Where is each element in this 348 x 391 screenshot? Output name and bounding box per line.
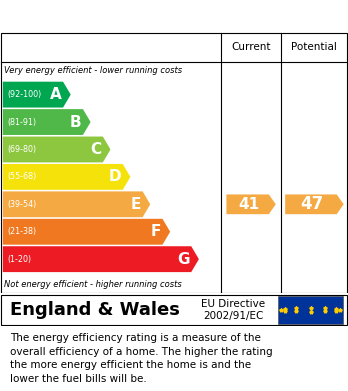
- Bar: [278, 296, 343, 324]
- Text: (55-68): (55-68): [7, 172, 36, 181]
- Text: Current: Current: [231, 42, 271, 52]
- Text: (92-100): (92-100): [7, 90, 41, 99]
- Text: (39-54): (39-54): [7, 200, 36, 209]
- Text: F: F: [150, 224, 161, 239]
- Polygon shape: [3, 246, 199, 272]
- Text: G: G: [177, 252, 189, 267]
- Text: (69-80): (69-80): [7, 145, 36, 154]
- Polygon shape: [3, 136, 111, 162]
- Text: Very energy efficient - lower running costs: Very energy efficient - lower running co…: [4, 66, 182, 75]
- Polygon shape: [3, 219, 170, 245]
- Text: Not energy efficient - higher running costs: Not energy efficient - higher running co…: [4, 280, 182, 289]
- Text: 41: 41: [238, 197, 259, 212]
- Text: (81-91): (81-91): [7, 118, 36, 127]
- Text: C: C: [90, 142, 101, 157]
- Text: England & Wales: England & Wales: [10, 301, 180, 319]
- Polygon shape: [227, 194, 276, 214]
- Polygon shape: [3, 82, 71, 108]
- Text: The energy efficiency rating is a measure of the
overall efficiency of a home. T: The energy efficiency rating is a measur…: [10, 333, 273, 384]
- Text: EU Directive
2002/91/EC: EU Directive 2002/91/EC: [201, 299, 265, 321]
- Text: 47: 47: [300, 196, 324, 213]
- Text: A: A: [49, 87, 61, 102]
- Polygon shape: [3, 164, 130, 190]
- Polygon shape: [3, 191, 150, 217]
- Text: D: D: [108, 169, 121, 185]
- Polygon shape: [285, 194, 344, 214]
- Text: Energy Efficiency Rating: Energy Efficiency Rating: [9, 9, 219, 24]
- Text: Potential: Potential: [292, 42, 337, 52]
- Text: B: B: [70, 115, 81, 129]
- Polygon shape: [3, 109, 90, 135]
- Text: E: E: [130, 197, 141, 212]
- Text: (21-38): (21-38): [7, 227, 36, 236]
- Text: (1-20): (1-20): [7, 255, 31, 264]
